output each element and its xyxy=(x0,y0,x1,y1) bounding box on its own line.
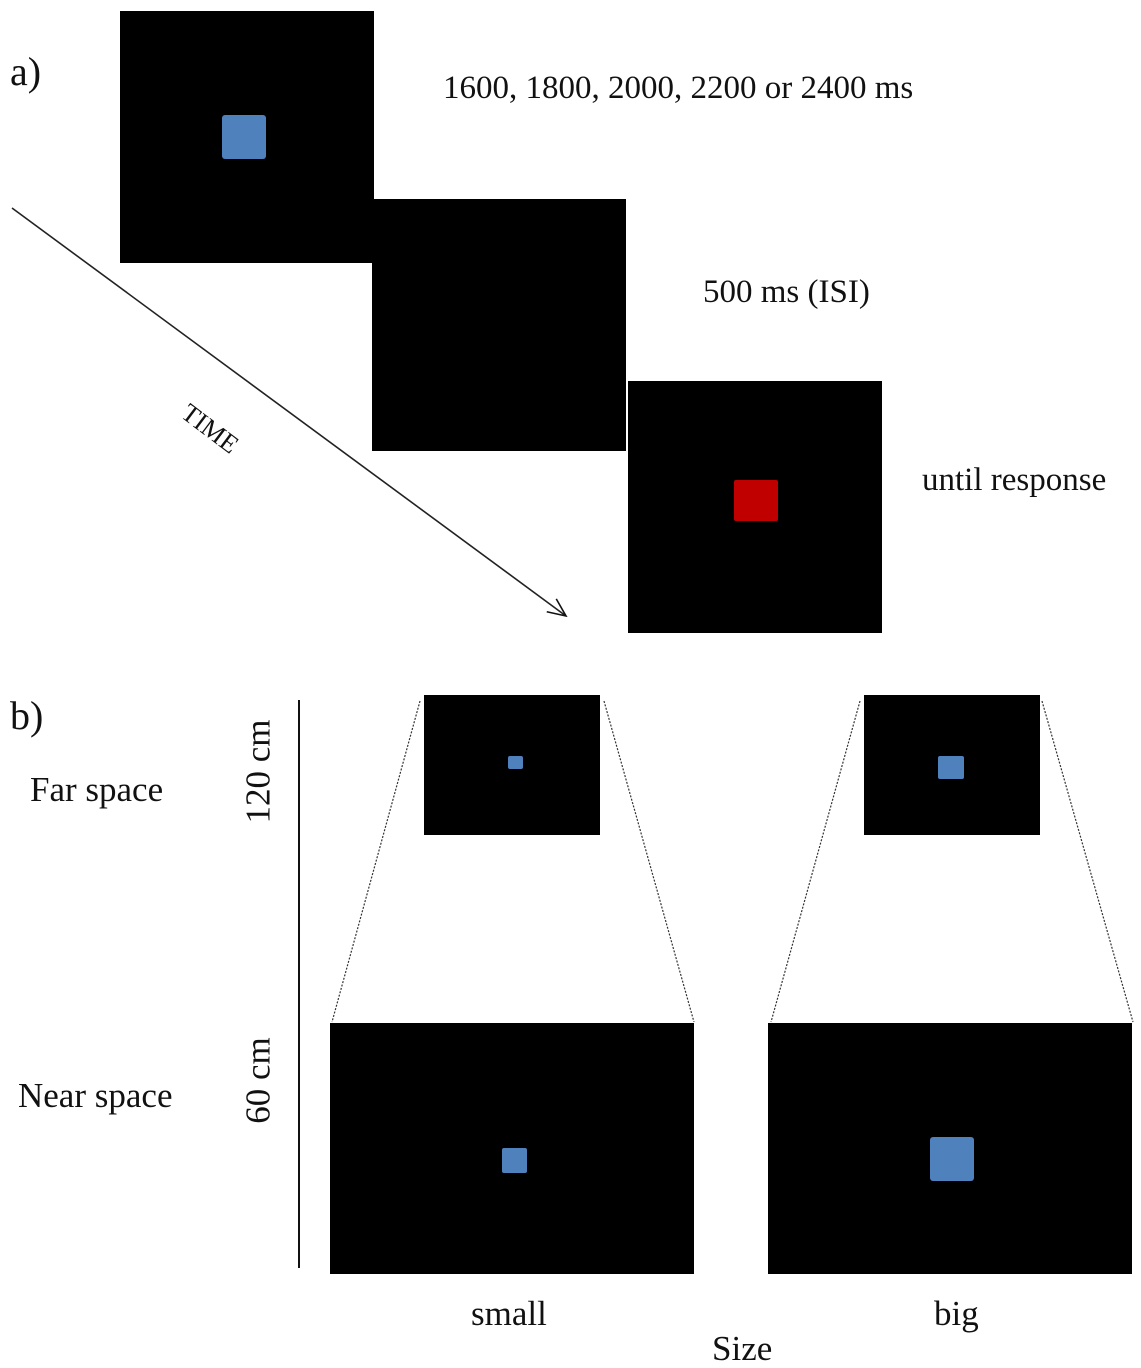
near-big-screen xyxy=(768,1023,1132,1274)
far-distance-label: 120 cm xyxy=(238,719,278,824)
isi-blank-screen xyxy=(372,199,626,451)
time-arrow xyxy=(11,207,568,618)
far-big-screen xyxy=(864,695,1040,835)
far-small-screen xyxy=(424,695,600,835)
far-space-label: Far space xyxy=(30,770,164,809)
cue-screen xyxy=(120,11,374,263)
panel-b-label: b) xyxy=(10,693,44,738)
target-duration-label: until response xyxy=(922,462,1107,498)
near-small-stimulus xyxy=(502,1148,527,1173)
far-small-stimulus xyxy=(508,756,523,769)
size-small-label: small xyxy=(471,1294,547,1333)
cue-duration-label: 1600, 1800, 2000, 2200 or 2400 ms xyxy=(443,70,914,106)
blue-cue-square xyxy=(222,115,266,159)
isi-duration-label: 500 ms (ISI) xyxy=(703,274,870,310)
near-distance-label: 60 cm xyxy=(238,1037,278,1124)
projection-line-big-right xyxy=(1041,700,1134,1023)
projection-line-big-left xyxy=(770,700,861,1023)
projection-line-small-left xyxy=(331,700,421,1023)
near-big-stimulus xyxy=(930,1137,974,1181)
panel-a-label: a) xyxy=(10,49,42,94)
projection-line-small-right xyxy=(603,700,695,1023)
far-big-stimulus xyxy=(938,756,964,779)
target-screen xyxy=(628,381,882,633)
red-target-square xyxy=(734,480,778,521)
size-axis-label: Size xyxy=(712,1329,773,1368)
size-big-label: big xyxy=(934,1294,979,1333)
near-space-label: Near space xyxy=(18,1076,173,1115)
near-small-screen xyxy=(330,1023,694,1274)
